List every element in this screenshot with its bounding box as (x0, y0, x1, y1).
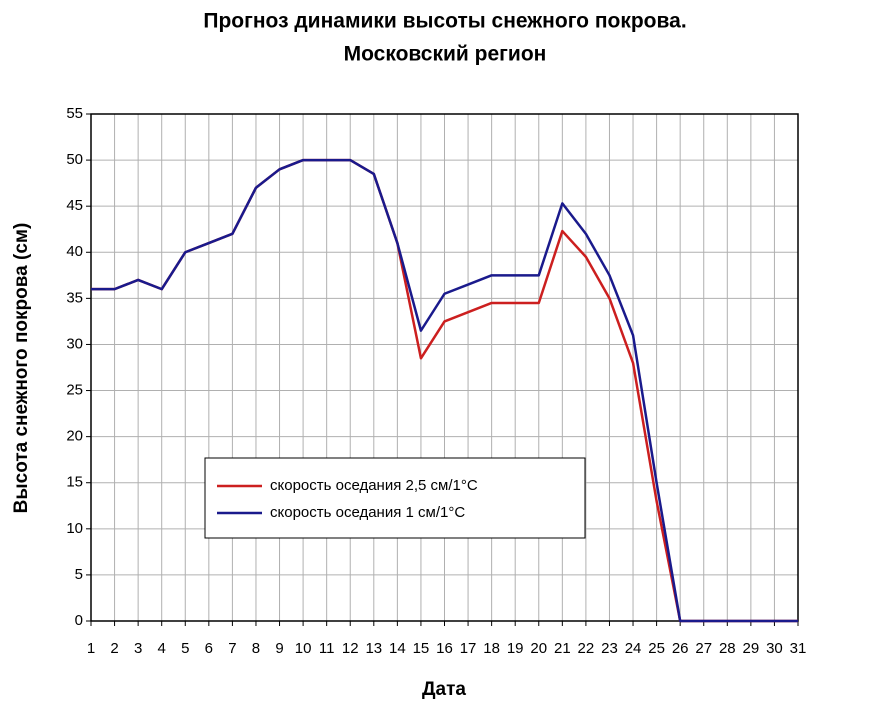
x-tick-label: 13 (365, 640, 382, 657)
data-line (91, 158, 798, 623)
x-tick-label: 1 (87, 640, 95, 657)
x-tick-label: 14 (389, 640, 406, 657)
x-tick-label: 17 (460, 640, 477, 657)
x-tick-label: 25 (648, 640, 665, 657)
x-tick-label: 30 (766, 640, 783, 657)
x-tick-label: 4 (158, 640, 166, 657)
x-tick-label: 15 (413, 640, 430, 657)
x-tick-label: 8 (252, 640, 260, 657)
chart-title: Московский регион (344, 43, 547, 66)
x-tick-label: 21 (554, 640, 571, 657)
x-axis-title: Дата (422, 679, 466, 700)
x-tick-label: 18 (483, 640, 500, 657)
x-tick-label: 23 (601, 640, 618, 657)
legend-label: скорость оседания 2,5 см/1°С (270, 477, 478, 494)
x-tick-label: 20 (530, 640, 547, 657)
x-tick-label: 5 (181, 640, 189, 657)
y-axis-title: Высота снежного покрова (см) (11, 223, 32, 514)
x-tick-label: 27 (695, 640, 712, 657)
x-tick-label: 3 (134, 640, 142, 657)
x-tick-label: 19 (507, 640, 524, 657)
x-tick-label: 9 (275, 640, 283, 657)
x-tick-label: 11 (319, 640, 335, 657)
y-tick-label: 25 (66, 382, 83, 399)
x-tick-label: 16 (436, 640, 453, 657)
x-tick-label: 28 (719, 640, 736, 657)
y-tick-label: 30 (66, 335, 83, 352)
x-tick-label: 6 (205, 640, 213, 657)
y-tick-label: 40 (66, 243, 83, 260)
y-tick-label: 35 (66, 289, 83, 306)
x-tick-label: 24 (625, 640, 642, 657)
y-tick-label: 45 (66, 197, 83, 214)
legend-label: скорость оседания 1 см/1°С (270, 504, 465, 521)
y-tick-label: 15 (66, 474, 83, 491)
x-tick-label: 7 (228, 640, 236, 657)
y-tick-label: 20 (66, 428, 83, 445)
x-tick-label: 29 (743, 640, 760, 657)
chart-title: Прогноз динамики высоты снежного покрова… (203, 10, 686, 33)
x-tick-label: 22 (578, 640, 595, 657)
y-tick-label: 5 (75, 566, 83, 583)
x-tick-label: 10 (295, 640, 312, 657)
legend-box (204, 457, 586, 539)
x-tick-label: 26 (672, 640, 689, 657)
y-tick-label: 55 (66, 105, 83, 122)
y-tick-label: 10 (66, 520, 83, 537)
plot-border (90, 113, 799, 622)
y-tick-label: 50 (66, 151, 83, 168)
x-tick-label: 2 (110, 640, 118, 657)
x-tick-label: 31 (790, 640, 807, 657)
x-tick-label: 12 (342, 640, 359, 657)
y-tick-label: 0 (75, 612, 83, 629)
